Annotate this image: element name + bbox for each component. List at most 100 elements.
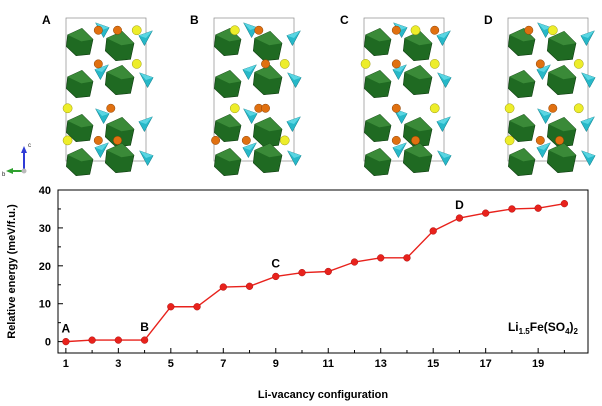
tetrahedron-face <box>437 150 452 158</box>
octahedron-face <box>254 65 282 80</box>
tetrahedron-face <box>138 30 153 38</box>
y-axis-label: Relative energy (meV/f.u.) <box>6 204 18 339</box>
crystal-structure-panels: A B C D <box>42 13 596 176</box>
structure-panel-d: D <box>484 13 596 176</box>
li-ion <box>504 103 515 114</box>
tetrahedron-face <box>580 116 595 124</box>
li-ion <box>429 103 440 114</box>
fe-ion <box>391 135 401 145</box>
data-point <box>245 282 254 290</box>
point-label-b: B <box>140 320 149 334</box>
li-ion <box>62 103 73 114</box>
li-ion <box>410 25 421 36</box>
data-point <box>219 283 227 291</box>
octahedron-face <box>509 148 535 162</box>
panel-label-a: A <box>42 13 51 27</box>
octahedron-face <box>365 28 391 42</box>
fe-ion <box>524 25 534 35</box>
octahedron-face <box>254 117 282 132</box>
formula-sub1: 1.5 <box>519 327 531 336</box>
data-point <box>193 303 201 311</box>
tetrahedron-face <box>94 64 109 72</box>
tetrahedron-face <box>536 64 551 72</box>
octahedron-face <box>67 70 93 84</box>
fe-ion <box>411 135 420 145</box>
x-tick-label: 7 <box>220 358 226 370</box>
data-point <box>350 258 359 266</box>
tetrahedron-face <box>436 30 451 38</box>
b-axis-arrowhead <box>6 168 13 174</box>
formula-annotation: Li1.5Fe(SO4)2 <box>508 320 579 336</box>
data-point <box>62 337 70 346</box>
fe-ion <box>211 135 221 145</box>
octahedron-face <box>404 143 432 158</box>
data-point <box>88 336 96 344</box>
li-ion <box>547 25 558 36</box>
octahedron-face <box>548 143 576 158</box>
fe-ion <box>241 135 251 145</box>
li-ion <box>62 135 73 146</box>
li-ion <box>229 25 240 36</box>
fe-ion <box>106 103 116 113</box>
octahedron-face <box>404 31 432 46</box>
series-points <box>62 199 569 346</box>
octahedron-face <box>106 143 134 158</box>
tetrahedron-face <box>243 22 258 30</box>
tetrahedron-face <box>392 64 407 72</box>
tetrahedron-face <box>392 142 407 150</box>
c-axis-label: c <box>28 143 31 149</box>
data-point <box>482 209 490 217</box>
octahedron-face <box>106 117 134 132</box>
tetrahedron-face <box>139 150 154 158</box>
panel-label-d: D <box>484 13 493 27</box>
panel-label-c: C <box>340 13 349 27</box>
octahedron-face <box>365 114 391 128</box>
li-ion <box>360 59 371 69</box>
series-line <box>65 202 565 343</box>
data-point <box>377 254 385 262</box>
data-point <box>403 254 411 262</box>
fe-ion <box>555 135 564 145</box>
y-tick-label: 40 <box>39 185 51 197</box>
b-axis-label: b <box>2 172 6 178</box>
fe-ion <box>254 25 264 35</box>
point-labels: A B C D <box>62 198 465 336</box>
fe-ion <box>391 59 401 69</box>
octahedron-face <box>254 143 282 158</box>
li-ion <box>429 59 440 69</box>
c-axis-arrowhead <box>21 146 27 153</box>
x-tick-label: 15 <box>427 358 439 370</box>
crystal-axes-indicator: c b <box>2 143 31 178</box>
octahedron-face <box>215 28 241 42</box>
origin-dot <box>21 168 27 174</box>
fe-ion <box>548 103 558 113</box>
data-point <box>560 199 569 208</box>
x-tick-label: 3 <box>115 358 121 370</box>
x-tick-label: 5 <box>168 358 174 370</box>
x-axis-label: Li-vacancy configuration <box>258 389 388 401</box>
structure-panel-b: B <box>190 13 302 176</box>
formula-sub3: 2 <box>574 327 579 336</box>
tetrahedron-face <box>286 116 301 124</box>
octahedron-face <box>106 31 134 46</box>
tetrahedron-face <box>287 150 302 158</box>
li-ion <box>229 103 240 114</box>
data-point <box>508 205 516 213</box>
fe-ion <box>261 103 270 113</box>
li-ion <box>504 135 515 146</box>
octahedron-face <box>509 28 535 42</box>
data-point <box>114 336 122 344</box>
octahedron-face <box>365 70 391 84</box>
octahedron-face <box>509 114 535 128</box>
y-tick-label: 0 <box>45 337 51 349</box>
li-ion <box>279 59 290 69</box>
point-label-c: C <box>271 256 280 270</box>
x-tick-label: 11 <box>322 358 334 370</box>
data-point <box>298 268 306 277</box>
li-ion <box>573 103 584 114</box>
data-point <box>272 272 280 281</box>
octahedron-face <box>548 65 576 80</box>
data-point <box>455 214 464 222</box>
